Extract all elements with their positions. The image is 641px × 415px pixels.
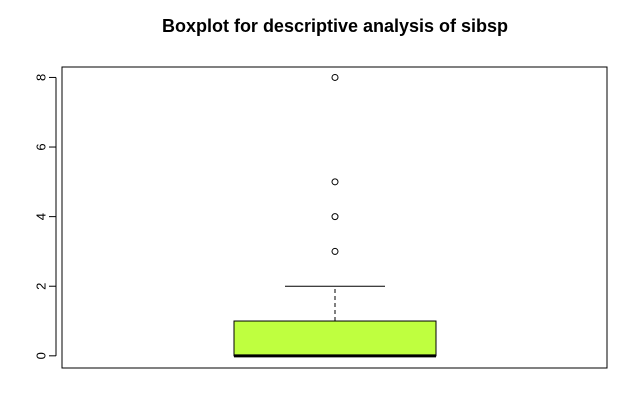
plot-frame [61, 66, 608, 369]
outlier-point-5 [331, 178, 339, 186]
iqr-box [233, 320, 437, 357]
box-group [233, 73, 437, 358]
y-tick-label-4: 4 [34, 213, 49, 220]
y-tick-label-0: 0 [34, 352, 49, 359]
y-tick-label-8: 8 [34, 74, 49, 81]
y-tick-label-2: 2 [34, 283, 49, 290]
outlier-point-8 [331, 73, 339, 81]
outlier-point-3 [331, 247, 339, 255]
outlier-point-4 [331, 213, 339, 221]
y-axis: 0 2 4 6 8 [34, 74, 57, 359]
y-tick-label-6: 6 [34, 143, 49, 150]
chart-title: Boxplot for descriptive analysis of sibs… [161, 16, 509, 36]
